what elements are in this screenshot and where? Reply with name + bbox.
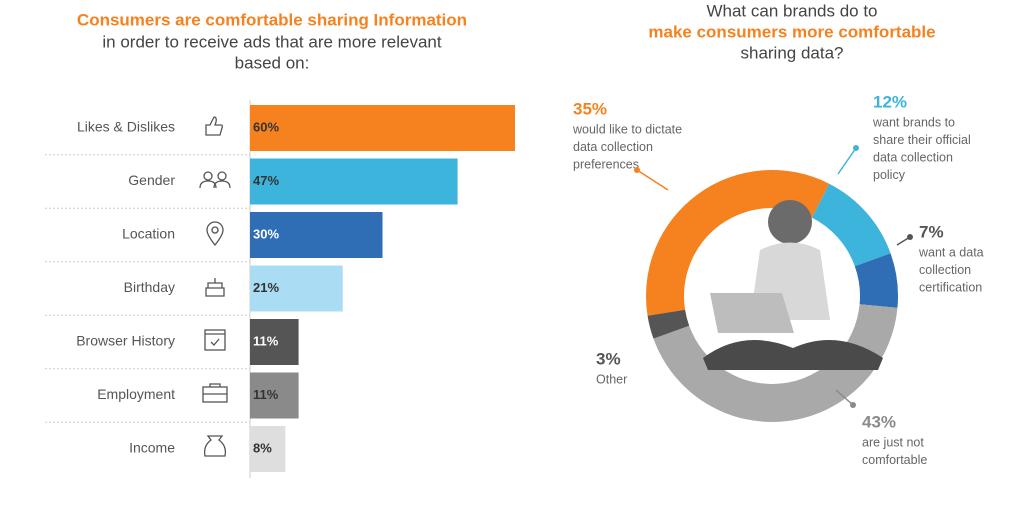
slice-annotation: preferences — [573, 157, 639, 171]
icon-briefcase — [202, 383, 228, 403]
slice-annotation: are just not — [862, 435, 924, 449]
slice-value-label: 12% — [873, 92, 907, 111]
slice-annotation: Other — [596, 372, 627, 386]
slice-annotation: comfortable — [862, 453, 927, 467]
leader-dot — [907, 234, 913, 240]
icon-thumb — [205, 116, 223, 136]
donut-slice — [854, 253, 898, 308]
category-label: Employment — [97, 386, 175, 402]
icons — [199, 116, 231, 457]
slice-value-label: 35% — [573, 99, 607, 118]
slice-annotation: data collection — [873, 150, 953, 164]
category-label: Likes & Dislikes — [77, 119, 175, 135]
slice-annotation: would like to dictate — [572, 122, 682, 136]
category-label: Location — [122, 226, 175, 242]
bar — [250, 319, 299, 365]
donut-slice — [811, 183, 891, 267]
leader-dot — [853, 145, 859, 151]
bar-subtitle: based on: — [235, 53, 310, 72]
value-label: 21% — [253, 280, 279, 295]
bar — [250, 158, 458, 205]
slice-annotation: share their official — [873, 133, 971, 147]
leader-line — [835, 389, 854, 406]
bar — [250, 426, 286, 472]
slice-annotation: policy — [873, 168, 906, 182]
slice-value-label: 7% — [919, 222, 944, 241]
icon-moneybag — [203, 435, 227, 457]
leader-line — [636, 169, 669, 191]
donut-subtitle: What can brands do to — [706, 1, 877, 20]
slice-annotation: want brands to — [872, 115, 955, 129]
bar — [250, 372, 299, 419]
value-label: 30% — [253, 226, 279, 241]
bar — [250, 212, 383, 258]
category-label: Gender — [128, 172, 175, 188]
icon-people — [199, 171, 231, 189]
slice-value-label: 43% — [862, 412, 896, 431]
category-label: Birthday — [124, 279, 175, 295]
icon-cake — [205, 278, 225, 297]
value-label: 60% — [253, 119, 279, 134]
leader-line — [837, 147, 857, 175]
value-label: 11% — [253, 387, 279, 402]
donut-slice — [647, 309, 690, 339]
slice-value-label: 3% — [596, 349, 621, 368]
value-label: 47% — [253, 173, 279, 188]
icon-pin — [206, 221, 224, 247]
slice-annotation: certification — [919, 280, 982, 294]
donut-slice — [653, 304, 898, 422]
bar — [250, 105, 515, 151]
slice-annotation: data collection — [573, 140, 653, 154]
bar-subtitle: in order to receive ads that are more re… — [102, 32, 442, 51]
donut-subtitle: sharing data? — [740, 43, 843, 62]
donut-title: make consumers more comfortable — [648, 22, 935, 41]
category-label: Browser History — [76, 333, 175, 349]
person — [703, 200, 883, 370]
leader-dot — [634, 167, 640, 173]
slice-annotation: collection — [919, 263, 971, 277]
bar — [250, 265, 343, 312]
value-label: 8% — [253, 440, 272, 455]
value-label: 11% — [253, 333, 279, 348]
category-label: Income — [129, 440, 175, 456]
slice-annotation: want a data — [918, 245, 984, 259]
icon-browser — [204, 329, 226, 351]
leader-dot — [850, 402, 856, 408]
bar-title: Consumers are comfortable sharing Inform… — [77, 10, 467, 29]
